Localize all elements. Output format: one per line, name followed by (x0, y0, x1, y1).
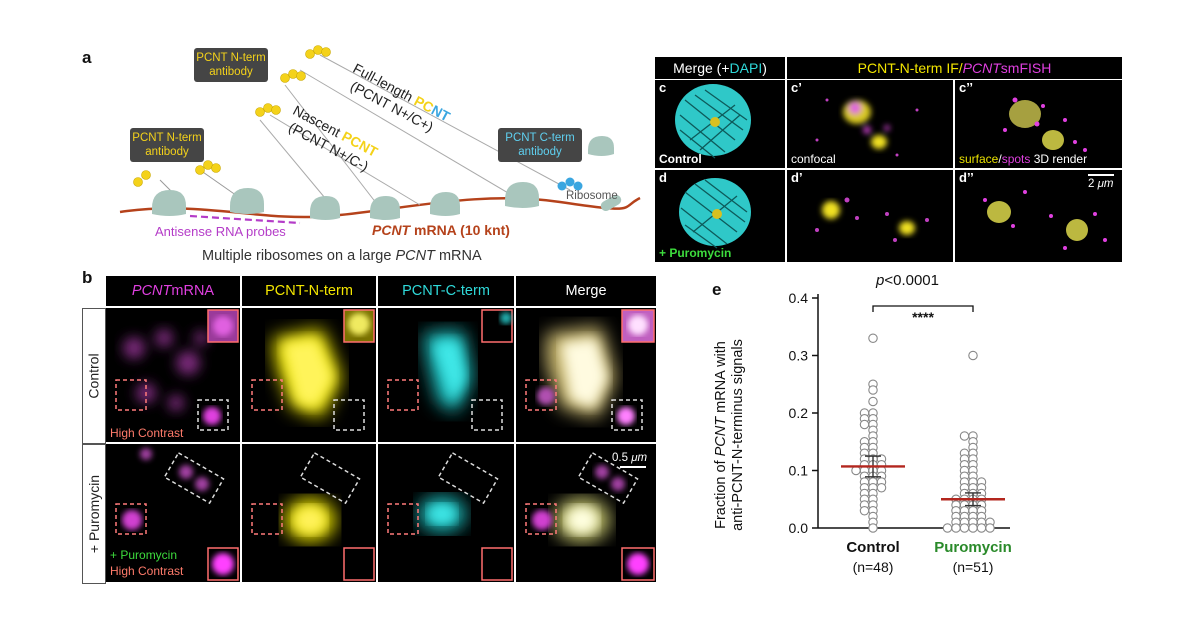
d-dprime-render (955, 170, 1122, 262)
confocal-label: confocal (791, 152, 836, 166)
data-point (976, 523, 987, 533)
label-d-prime: d’ (791, 170, 803, 185)
b-puro-cterm (378, 444, 514, 582)
c-merge-image (655, 80, 785, 168)
header-pcnt-mrna: PCNT mRNA (106, 276, 240, 306)
data-point (951, 523, 961, 533)
b-puro-nterm (242, 444, 376, 582)
nterm-epitopes (133, 45, 331, 187)
cterm-epitopes (557, 177, 583, 191)
ribosomes (152, 136, 622, 220)
d-prime-confocal (787, 170, 953, 262)
panel-a-label: a (82, 48, 92, 67)
puromycin-label-d: + Puromycin (659, 246, 732, 260)
data-point (942, 523, 953, 533)
data-point (859, 506, 870, 516)
p-value-label: p<0.0001 (876, 272, 939, 289)
row-label-control: Control (82, 308, 106, 444)
label-d: d (659, 170, 667, 185)
panel-a-diagram (119, 45, 641, 225)
scale-bar-label-c: 2 μm (1088, 178, 1114, 190)
header-merge-dapi: Merge (+ DAPI) (655, 57, 785, 79)
scale-bar-label-b: 0.5 μm (612, 452, 648, 464)
cterm-antibody-label: PCNT C-term antibody (505, 132, 575, 158)
probe-line (189, 214, 301, 225)
b-puro-mrna (106, 444, 240, 582)
x-category-label: Puromycin (934, 539, 1012, 556)
nterm-antibody-label-2: PCNT N-term antibody (132, 132, 202, 158)
label-c-dprime: c’’ (959, 80, 973, 95)
label-c-prime: c’ (791, 80, 802, 95)
scale-bar-c (1088, 174, 1114, 176)
data-point (868, 523, 878, 533)
x-count-label: (n=51) (953, 559, 994, 575)
y-tick-label: 0.1 (789, 463, 809, 479)
label-c: c (659, 80, 667, 95)
y-tick-label: 0.2 (789, 405, 809, 421)
x-count-label: (n=48) (853, 559, 894, 575)
b-puro-merge (516, 444, 656, 582)
high-contrast-label-2: High Contrast (110, 564, 184, 578)
y-tick-label: 0.4 (789, 290, 809, 306)
data-point (968, 523, 978, 533)
c-prime-confocal (787, 80, 953, 168)
b-control-cterm (378, 308, 514, 442)
significance-stars: **** (912, 309, 934, 325)
header-nterm: PCNT-N-term (242, 276, 376, 306)
data-point (868, 385, 878, 395)
panel-a-caption: Multiple ribosomes on a large PCNT mRNA (202, 248, 482, 264)
mrna-label: PCNT mRNA (10 knt) (372, 222, 510, 238)
ribosome-label: Ribosome (566, 190, 618, 202)
row-label-puromycin: + Puromycin (82, 444, 106, 584)
scale-bar-b (620, 466, 646, 468)
b-control-mrna (106, 308, 240, 442)
y-tick-label: 0.0 (789, 520, 809, 536)
data-point (985, 523, 995, 533)
c-dprime-render (955, 80, 1122, 168)
scatter-chart: 0.0 0.1 0.2 0.3 0.4 **** Control (n=48) Puromyci… (789, 290, 1012, 575)
nterm-antibody-label-1: PCNT N-term antibody (196, 52, 266, 78)
high-contrast-label-1: High Contrast (110, 426, 184, 440)
panel-e-label: e (712, 280, 722, 299)
control-label-c: Control (659, 152, 702, 166)
data-point (968, 350, 978, 361)
probes-label: Antisense RNA probes (155, 224, 286, 239)
data-point (868, 333, 878, 344)
panel-b-label: b (82, 268, 93, 287)
b-control-nterm (242, 308, 376, 442)
significance-bracket (872, 305, 974, 312)
data-point (959, 523, 970, 533)
puromycin-label-b: + Puromycin (110, 548, 178, 562)
header-merge: Merge (516, 276, 656, 306)
data-point (959, 431, 970, 441)
header-if-smfish: PCNT-N-term IF/PCNT smFISH (787, 57, 1122, 79)
header-cterm: PCNT-C-term (378, 276, 514, 306)
label-d-dprime: d’’ (959, 170, 974, 185)
x-category-label: Control (846, 539, 899, 556)
data-point (859, 419, 870, 430)
y-tick-label: 0.3 (789, 348, 809, 364)
b-control-merge (516, 308, 656, 442)
d-merge-image (655, 170, 785, 262)
data-point (868, 396, 878, 407)
y-axis-label: Fraction of PCNT mRNA with anti-PCNT-N-t… (713, 339, 746, 531)
data-point (876, 483, 887, 493)
render-label: surface/spots 3D render (959, 152, 1088, 166)
